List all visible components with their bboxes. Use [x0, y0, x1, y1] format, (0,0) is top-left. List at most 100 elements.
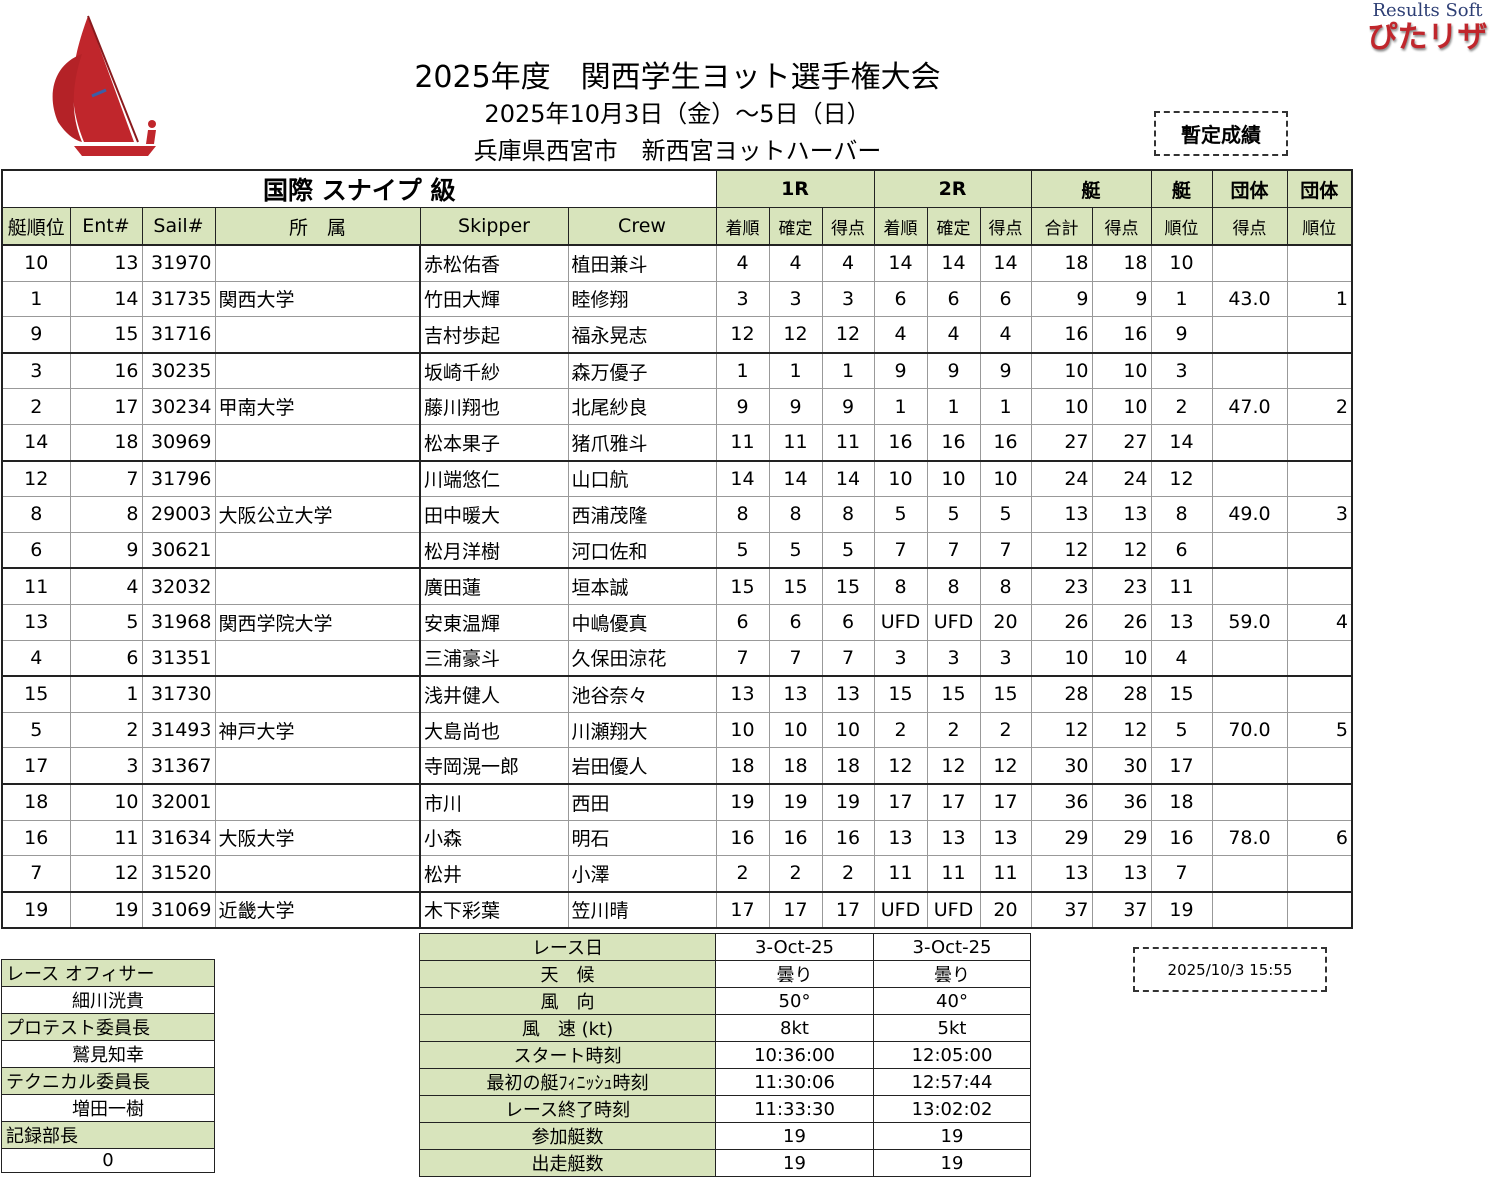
- column-header: Skipper: [419, 207, 569, 246]
- sail-no-cell: 31069: [141, 890, 216, 929]
- r1-confirmed-cell: 16: [768, 819, 823, 857]
- column-header: 艇順位: [1, 207, 71, 246]
- r1-points-cell: 6: [821, 603, 875, 641]
- r1-points-cell: 14: [821, 459, 875, 498]
- boat-rank-cell: 9: [1, 316, 71, 354]
- total-cell: 10: [1030, 351, 1093, 390]
- r1-confirmed-cell: 10: [768, 711, 823, 749]
- r2-confirmed-cell: UFD: [926, 603, 981, 641]
- r1-points-cell: 5: [821, 531, 875, 569]
- sail-no-cell: 31968: [141, 603, 216, 641]
- entry-no-cell: 19: [69, 890, 143, 929]
- race-info-label: 風 向: [419, 987, 716, 1015]
- r2-finish-cell: 6: [873, 280, 928, 318]
- column-header: 所 属: [214, 207, 421, 246]
- race-info-r2: 40°: [873, 987, 1031, 1015]
- r2-points-cell: 10: [979, 459, 1032, 498]
- r1-finish-cell: 6: [715, 603, 770, 641]
- r1-finish-cell: 4: [715, 243, 770, 282]
- race-info-r2: 3-Oct-25: [873, 933, 1031, 961]
- table-row: 13 5 31968 関西学院大学 安東温輝 中嶋優真 6 6 6 UFD UFD 20 26 26 13 5…: [1, 603, 1353, 641]
- table-row: 14 18 30969 松本果子 猪爪雅斗 11 11 11 16 16 16 27 27 14: [1, 423, 1353, 462]
- boat-position-cell: 12: [1150, 459, 1213, 498]
- club-cell: [214, 459, 421, 498]
- r2-confirmed-cell: 14: [926, 243, 981, 282]
- team-rank-cell: [1286, 639, 1353, 677]
- race-info-r2: 12:57:44: [873, 1068, 1031, 1096]
- net-points-cell: 10: [1091, 388, 1152, 425]
- r1-confirmed-cell: 17: [768, 890, 823, 929]
- net-points-cell: 30: [1091, 747, 1152, 785]
- r2-finish-cell: 10: [873, 459, 928, 498]
- net-points-cell: 24: [1091, 459, 1152, 498]
- race-info-label: レース日: [419, 933, 716, 961]
- team-points-cell: 59.0: [1211, 603, 1288, 641]
- r2-points-cell: 5: [979, 496, 1032, 533]
- official-name: 0: [1, 1147, 215, 1174]
- crew-cell: 西田: [567, 782, 717, 821]
- column-header: Crew: [567, 207, 717, 246]
- boat-position-cell: 17: [1150, 747, 1213, 785]
- entry-no-cell: 5: [69, 603, 143, 641]
- crew-cell: 垣本誠: [567, 567, 717, 605]
- boat-position-cell: 15: [1150, 675, 1213, 713]
- r2-finish-cell: 16: [873, 423, 928, 462]
- r2-points-cell: 7: [979, 531, 1032, 569]
- column-header: 着順: [715, 207, 770, 246]
- crew-cell: 小澤: [567, 855, 717, 893]
- r1-finish-cell: 8: [715, 496, 770, 533]
- r2-points-cell: 8: [979, 567, 1032, 605]
- boat-rank-cell: 12: [1, 459, 71, 498]
- club-cell: [214, 423, 421, 462]
- team-points-cell: [1211, 531, 1288, 569]
- column-header: 着順: [873, 207, 928, 246]
- team-rank-cell: 2: [1286, 388, 1353, 425]
- race-info-r1: 11:33:30: [715, 1095, 874, 1123]
- crew-cell: 池谷奈々: [567, 675, 717, 713]
- club-cell: [214, 675, 421, 713]
- r1-confirmed-cell: 15: [768, 567, 823, 605]
- team-points-cell: [1211, 243, 1288, 282]
- crew-cell: 中嶋優真: [567, 603, 717, 641]
- r1-points-cell: 9: [821, 388, 875, 425]
- race-info-r2: 19: [873, 1149, 1031, 1177]
- r1-confirmed-cell: 3: [768, 280, 823, 318]
- table-row: 12 7 31796 川端悠仁 山口航 14 14 14 10 10 10 24 24 12: [1, 459, 1353, 498]
- r2-finish-cell: UFD: [873, 890, 928, 929]
- race-info-table: レース日 3-Oct-25 3-Oct-25 天 候曇り 曇り風 向 50° 40° 風 速 …: [419, 933, 1031, 1177]
- table-row: 9 15 31716 吉村歩起 福永晃志 12 12 12 4 4 4 16 16 9: [1, 316, 1353, 354]
- table-row: 4 6 31351 三浦豪斗 久保田涼花 7 7 7 3 3 3 10 10 4: [1, 639, 1353, 677]
- total-cell: 29: [1030, 819, 1093, 857]
- team-rank-cell: 4: [1286, 603, 1353, 641]
- r2-finish-cell: 5: [873, 496, 928, 533]
- race-info-label: 参加艇数: [419, 1122, 716, 1150]
- r1-confirmed-cell: 11: [768, 423, 823, 462]
- race-info-r1: 曇り: [715, 960, 874, 988]
- results-table: 国際 スナイプ 級 1R 2R 艇 艇 団体 団体 艇順位 Ent# Sail# 所 …: [1, 169, 1353, 930]
- crew-cell: 河口佐和: [567, 531, 717, 569]
- boat-rank-cell: 17: [1, 747, 71, 785]
- table-row: 16 11 31634 大阪大学 小森 明石 16 16 16 13 13 13 29 29 16 78.0 6: [1, 819, 1353, 857]
- club-cell: [214, 782, 421, 821]
- race-info-r2: 曇り: [873, 960, 1031, 988]
- team-points-cell: [1211, 351, 1288, 390]
- boat-position-cell: 2: [1150, 388, 1213, 425]
- sailboat-logo: [52, 15, 156, 156]
- r2-finish-cell: 3: [873, 639, 928, 677]
- team-points-cell: [1211, 747, 1288, 785]
- official-name: 細川洸貴: [1, 986, 215, 1014]
- r2-finish-cell: 13: [873, 819, 928, 857]
- total-cell: 24: [1030, 459, 1093, 498]
- entry-no-cell: 14: [69, 280, 143, 318]
- total-cell: 16: [1030, 316, 1093, 354]
- r1-points-cell: 3: [821, 280, 875, 318]
- r2-confirmed-cell: 16: [926, 423, 981, 462]
- r2-confirmed-cell: 12: [926, 747, 981, 785]
- table-row: 5 2 31493 神戸大学 大島尚也 川瀬翔大 10 10 10 2 2 2 12 12 5 70.0 5: [1, 711, 1353, 749]
- race-info-row: 出走艇数 19 19: [419, 1149, 1031, 1177]
- r2-points-cell: 14: [979, 243, 1032, 282]
- skipper-cell: 松井: [419, 855, 569, 893]
- net-points-cell: 12: [1091, 531, 1152, 569]
- club-cell: [214, 567, 421, 605]
- r1-confirmed-cell: 19: [768, 782, 823, 821]
